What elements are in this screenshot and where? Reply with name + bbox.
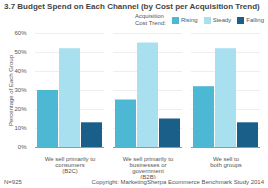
html-text:Steady: Steady [212, 16, 232, 23]
svg-text:30%: 30% [14, 87, 27, 93]
svg-text:10%: 10% [14, 125, 27, 131]
svg-text:0%: 0% [18, 144, 27, 150]
svg-text:We sell primarily tobusinesses: We sell primarily tobusinesses orgovernm… [123, 156, 174, 179]
html-text:Acquisition Cost Trend:: Acquisition Cost Trend: [134, 13, 166, 27]
svg-text:20%: 20% [14, 106, 27, 112]
svg-text:60%: 60% [14, 30, 27, 36]
svg-text:50%: 50% [14, 49, 27, 55]
html-text:Rising: Rising [180, 16, 198, 23]
svg-text:40%: 40% [14, 68, 27, 74]
html-text:N=925: N=925 [4, 179, 22, 185]
svg-text:We sell primarily toconsumers(: We sell primarily toconsumers(B2C) [45, 156, 96, 174]
svg-text:Percentage of Each Group: Percentage of Each Group [8, 54, 14, 126]
html-text:3.7 Budget Spend on Each Chann: 3.7 Budget Spend on Each Channel (by Cos… [4, 2, 260, 11]
html-text:Copyright: MarketingSherpa Eco: Copyright: MarketingSherpa Ecommerce Ben… [91, 179, 264, 185]
svg-text:We sell toboth groups: We sell toboth groups [210, 156, 242, 168]
html-text:Falling: Falling [246, 16, 264, 23]
